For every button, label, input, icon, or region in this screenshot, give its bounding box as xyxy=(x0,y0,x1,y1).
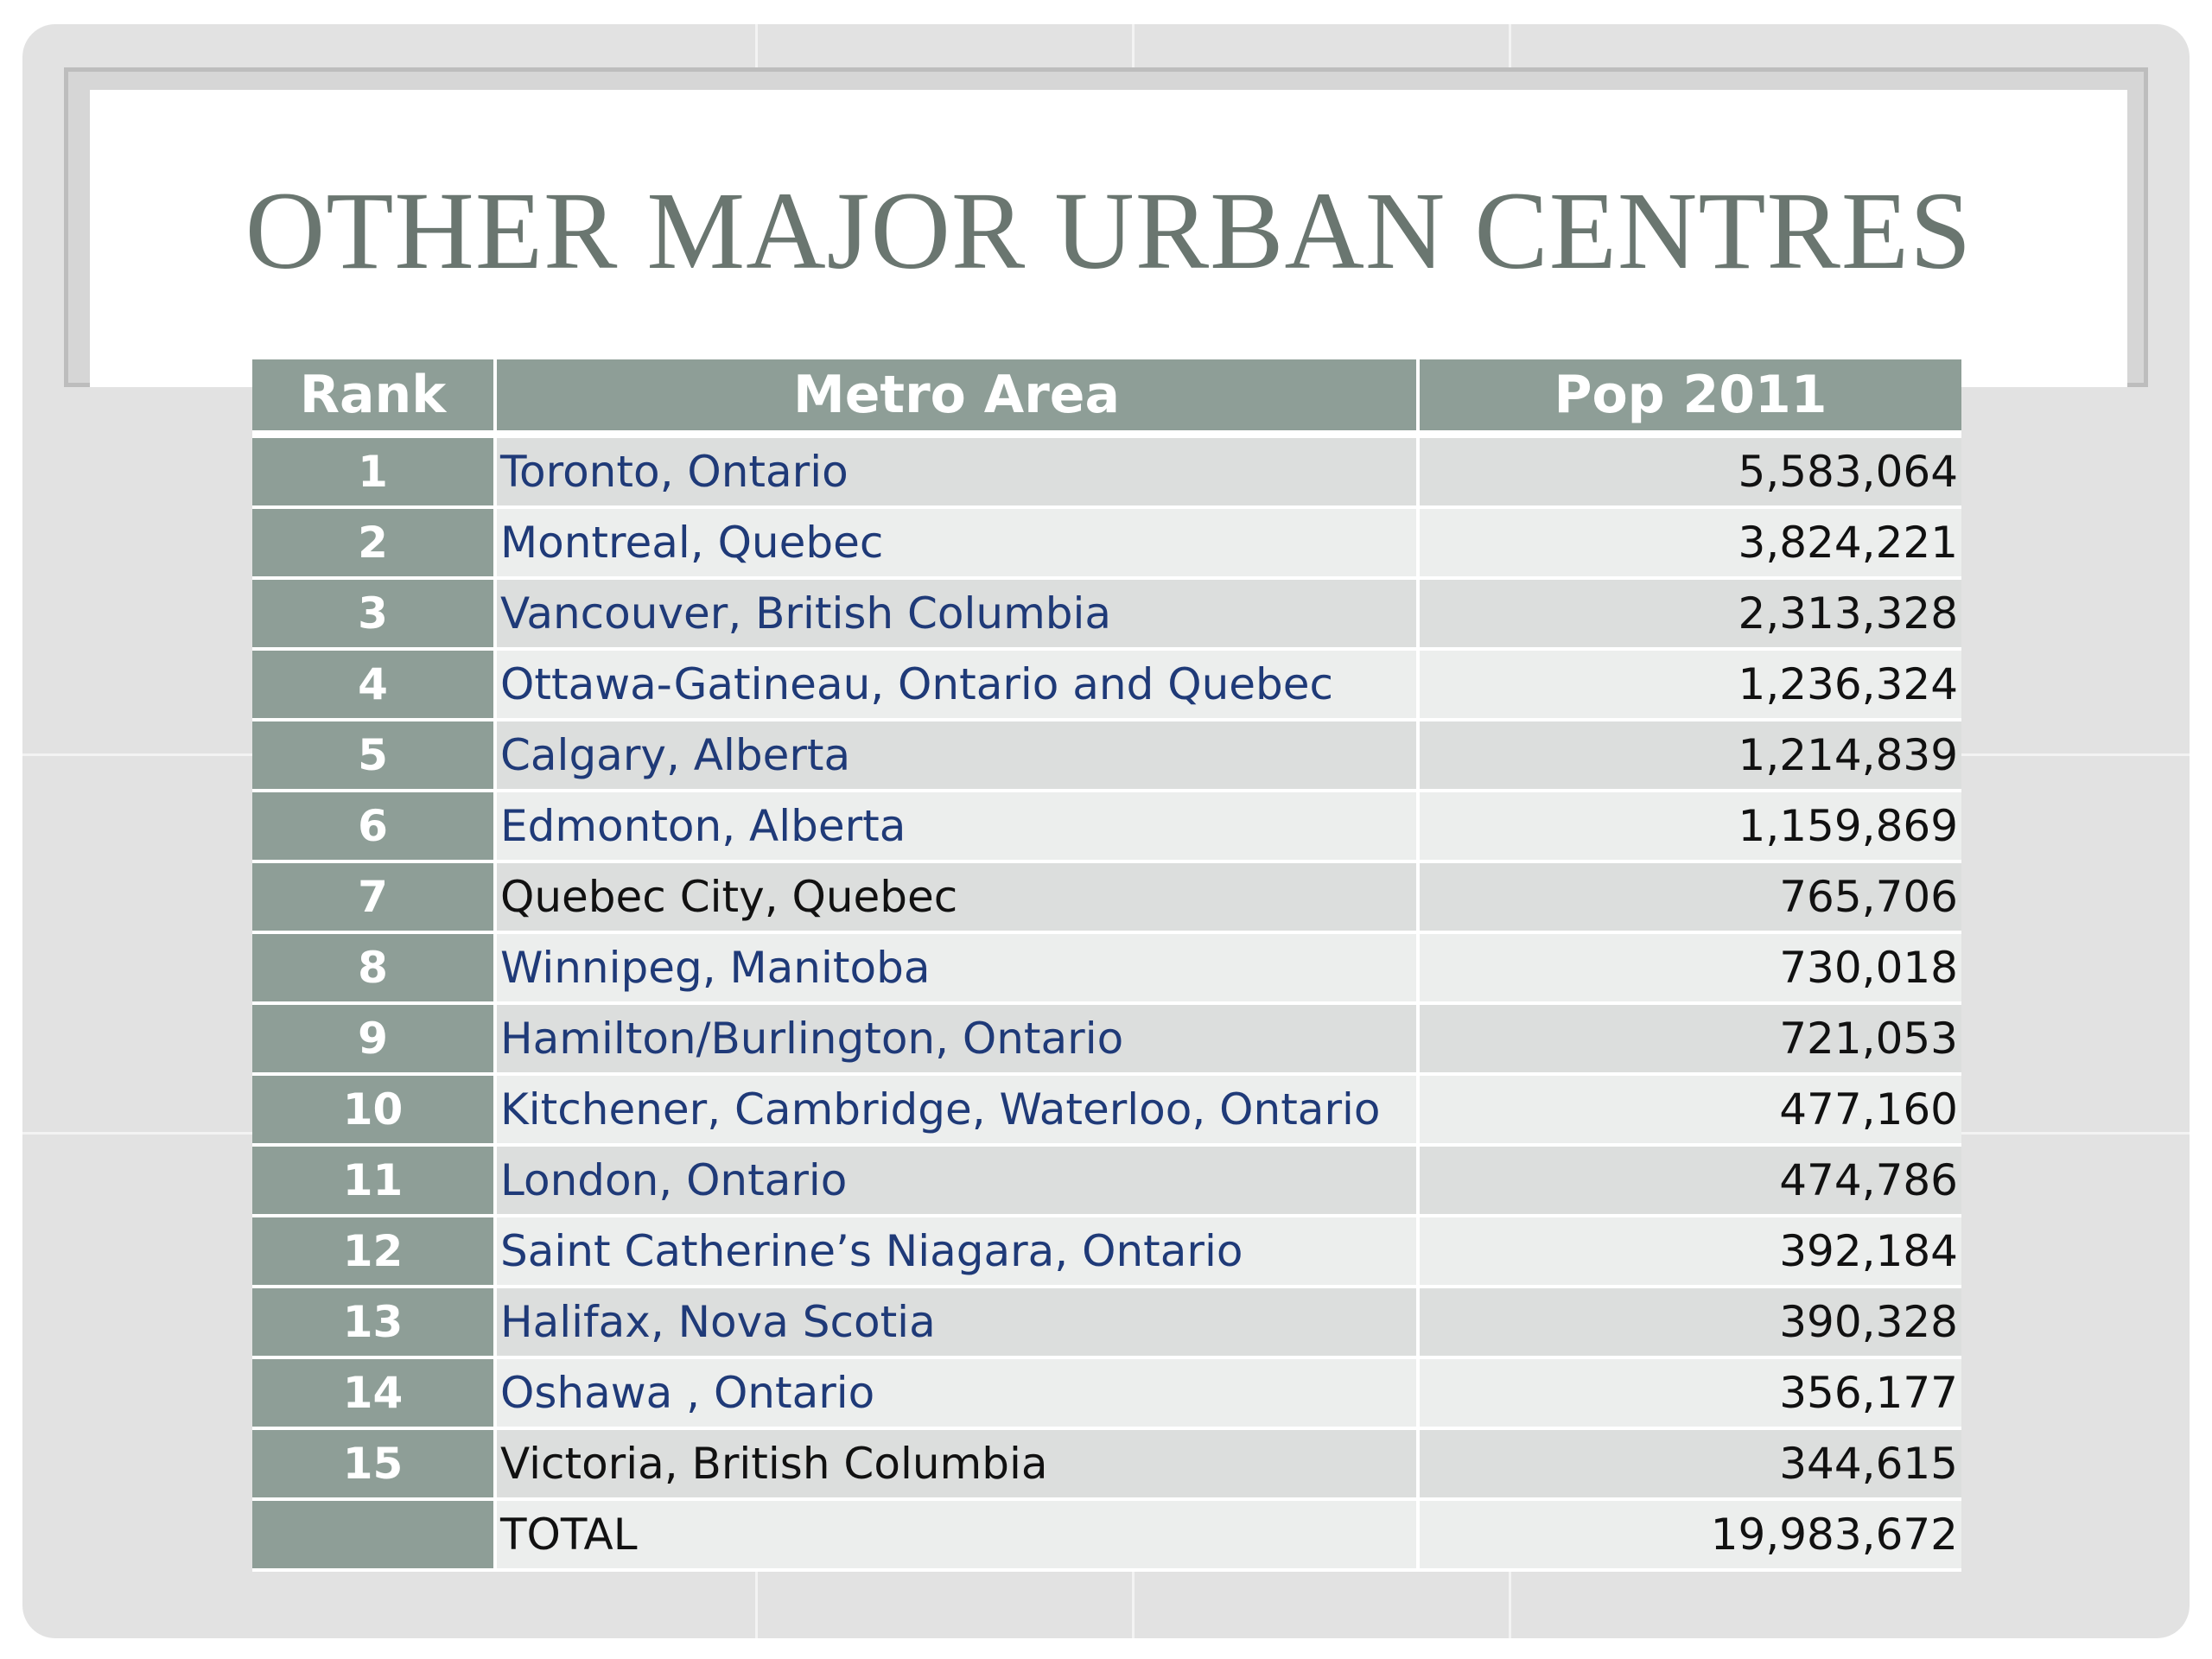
table-row: 4 Ottawa-Gatineau, Ontario and Quebec 1,… xyxy=(252,651,1961,721)
population-cell: 765,706 xyxy=(1420,863,1961,934)
population-cell: 474,786 xyxy=(1420,1147,1961,1217)
metro-area-link[interactable]: Oshawa , Ontario xyxy=(497,1359,1420,1430)
population-cell: 344,615 xyxy=(1420,1430,1961,1501)
rank-cell: 8 xyxy=(252,934,497,1005)
total-row: TOTAL 19,983,672 xyxy=(252,1501,1961,1572)
population-cell: 2,313,328 xyxy=(1420,580,1961,651)
total-population: 19,983,672 xyxy=(1420,1501,1961,1572)
rank-cell: 3 xyxy=(252,580,497,651)
table-row: 9 Hamilton/Burlington, Ontario 721,053 xyxy=(252,1005,1961,1076)
table-row: 12 Saint Catherine’s Niagara, Ontario 39… xyxy=(252,1217,1961,1288)
metro-area-link[interactable]: Kitchener, Cambridge, Waterloo, Ontario xyxy=(497,1076,1420,1147)
population-cell: 5,583,064 xyxy=(1420,438,1961,509)
population-cell: 477,160 xyxy=(1420,1076,1961,1147)
metro-area-link[interactable]: Toronto, Ontario xyxy=(497,438,1420,509)
urban-centres-table: Rank Metro Area Pop 2011 1 Toronto, Onta… xyxy=(252,359,1961,1572)
metro-area-link[interactable]: Calgary, Alberta xyxy=(497,721,1420,792)
population-cell: 356,177 xyxy=(1420,1359,1961,1430)
table-row: 7 Quebec City, Quebec 765,706 xyxy=(252,863,1961,934)
metro-area-link[interactable]: Edmonton, Alberta xyxy=(497,792,1420,863)
table-row: 10 Kitchener, Cambridge, Waterloo, Ontar… xyxy=(252,1076,1961,1147)
population-cell: 392,184 xyxy=(1420,1217,1961,1288)
metro-area-link[interactable]: Ottawa-Gatineau, Ontario and Quebec xyxy=(497,651,1420,721)
table-row: 1 Toronto, Ontario 5,583,064 xyxy=(252,438,1961,509)
header-rank: Rank xyxy=(252,359,497,438)
header-metro-area: Metro Area xyxy=(497,359,1420,438)
rank-cell: 2 xyxy=(252,509,497,580)
rank-cell: 13 xyxy=(252,1288,497,1359)
metro-area-text: Quebec City, Quebec xyxy=(497,863,1420,934)
metro-area-link[interactable]: Winnipeg, Manitoba xyxy=(497,934,1420,1005)
metro-area-link[interactable]: Montreal, Quebec xyxy=(497,509,1420,580)
table-row: 13 Halifax, Nova Scotia 390,328 xyxy=(252,1288,1961,1359)
population-cell: 1,214,839 xyxy=(1420,721,1961,792)
table-row: 8 Winnipeg, Manitoba 730,018 xyxy=(252,934,1961,1005)
rank-cell: 1 xyxy=(252,438,497,509)
rank-cell: 15 xyxy=(252,1430,497,1501)
rank-cell: 11 xyxy=(252,1147,497,1217)
rank-cell: 14 xyxy=(252,1359,497,1430)
metro-area-link[interactable]: Saint Catherine’s Niagara, Ontario xyxy=(497,1217,1420,1288)
table-row: 3 Vancouver, British Columbia 2,313,328 xyxy=(252,580,1961,651)
population-cell: 1,159,869 xyxy=(1420,792,1961,863)
population-cell: 390,328 xyxy=(1420,1288,1961,1359)
table-row: 15 Victoria, British Columbia 344,615 xyxy=(252,1430,1961,1501)
population-cell: 3,824,221 xyxy=(1420,509,1961,580)
metro-area-text: Victoria, British Columbia xyxy=(497,1430,1420,1501)
population-cell: 730,018 xyxy=(1420,934,1961,1005)
table-row: 11 London, Ontario 474,786 xyxy=(252,1147,1961,1217)
rank-cell: 5 xyxy=(252,721,497,792)
metro-area-link[interactable]: London, Ontario xyxy=(497,1147,1420,1217)
rank-cell: 7 xyxy=(252,863,497,934)
slide-title: OTHER MAJOR URBAN CENTRES xyxy=(245,168,1973,292)
rank-cell: 6 xyxy=(252,792,497,863)
total-label: TOTAL xyxy=(497,1501,1420,1572)
rank-cell: 10 xyxy=(252,1076,497,1147)
population-cell: 1,236,324 xyxy=(1420,651,1961,721)
table-header-row: Rank Metro Area Pop 2011 xyxy=(252,359,1961,438)
table-row: 2 Montreal, Quebec 3,824,221 xyxy=(252,509,1961,580)
metro-area-link[interactable]: Halifax, Nova Scotia xyxy=(497,1288,1420,1359)
slide-background: OTHER MAJOR URBAN CENTRES Rank Metro Are… xyxy=(22,24,2190,1638)
rank-cell: 9 xyxy=(252,1005,497,1076)
table-row: 14 Oshawa , Ontario 356,177 xyxy=(252,1359,1961,1430)
rank-cell: 4 xyxy=(252,651,497,721)
metro-area-link[interactable]: Hamilton/Burlington, Ontario xyxy=(497,1005,1420,1076)
title-box: OTHER MAJOR URBAN CENTRES xyxy=(90,90,2127,387)
header-pop-2011: Pop 2011 xyxy=(1420,359,1961,438)
metro-area-link[interactable]: Vancouver, British Columbia xyxy=(497,580,1420,651)
population-cell: 721,053 xyxy=(1420,1005,1961,1076)
rank-cell: 12 xyxy=(252,1217,497,1288)
rank-cell xyxy=(252,1501,497,1572)
table-row: 6 Edmonton, Alberta 1,159,869 xyxy=(252,792,1961,863)
table-row: 5 Calgary, Alberta 1,214,839 xyxy=(252,721,1961,792)
